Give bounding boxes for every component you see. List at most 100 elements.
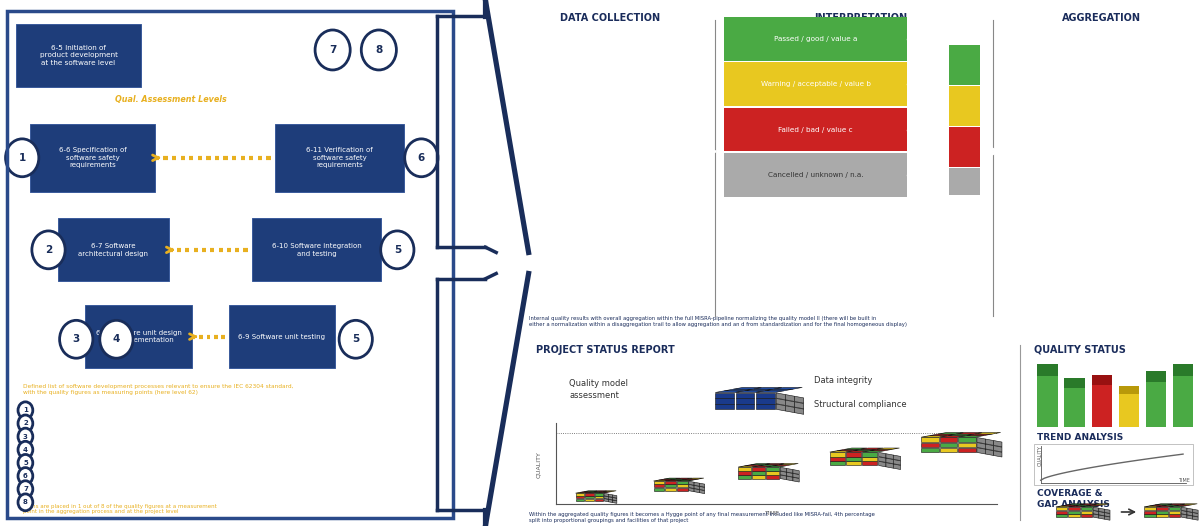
Polygon shape bbox=[985, 439, 994, 446]
FancyBboxPatch shape bbox=[922, 438, 938, 442]
FancyBboxPatch shape bbox=[1081, 507, 1092, 510]
FancyBboxPatch shape bbox=[752, 467, 766, 471]
Polygon shape bbox=[1099, 515, 1104, 519]
FancyBboxPatch shape bbox=[767, 467, 779, 471]
FancyBboxPatch shape bbox=[1092, 375, 1112, 385]
FancyBboxPatch shape bbox=[229, 305, 335, 368]
Polygon shape bbox=[776, 404, 786, 411]
FancyBboxPatch shape bbox=[1144, 507, 1156, 510]
Text: 6-9 Software unit testing: 6-9 Software unit testing bbox=[239, 333, 325, 340]
Text: Warning / acceptable / value b: Warning / acceptable / value b bbox=[761, 81, 870, 87]
Text: Defined list of software development processes relevant to ensure the IEC 62304 : Defined list of software development pro… bbox=[23, 384, 294, 395]
Polygon shape bbox=[994, 446, 1002, 452]
FancyBboxPatch shape bbox=[736, 399, 755, 403]
FancyBboxPatch shape bbox=[1118, 386, 1139, 427]
FancyBboxPatch shape bbox=[586, 493, 594, 495]
Text: 5: 5 bbox=[352, 334, 359, 345]
FancyBboxPatch shape bbox=[654, 481, 665, 484]
FancyBboxPatch shape bbox=[1144, 514, 1156, 517]
Polygon shape bbox=[752, 466, 772, 467]
Polygon shape bbox=[830, 451, 852, 452]
Polygon shape bbox=[738, 466, 757, 467]
FancyBboxPatch shape bbox=[940, 438, 958, 442]
Circle shape bbox=[18, 468, 32, 484]
FancyBboxPatch shape bbox=[724, 62, 907, 106]
Polygon shape bbox=[1099, 512, 1104, 516]
Polygon shape bbox=[773, 464, 792, 466]
Polygon shape bbox=[886, 454, 893, 459]
Text: 6-10 Software integration
and testing: 6-10 Software integration and testing bbox=[271, 243, 361, 257]
FancyBboxPatch shape bbox=[576, 493, 584, 495]
Polygon shape bbox=[1181, 514, 1187, 518]
FancyBboxPatch shape bbox=[715, 399, 734, 403]
Text: Failed / bad / value c: Failed / bad / value c bbox=[779, 127, 853, 133]
Polygon shape bbox=[751, 463, 770, 464]
Polygon shape bbox=[767, 466, 786, 467]
FancyBboxPatch shape bbox=[1068, 507, 1080, 510]
Circle shape bbox=[316, 30, 350, 70]
FancyBboxPatch shape bbox=[576, 496, 584, 498]
Polygon shape bbox=[677, 480, 694, 481]
FancyBboxPatch shape bbox=[1146, 371, 1166, 382]
FancyBboxPatch shape bbox=[1169, 511, 1181, 514]
Polygon shape bbox=[1181, 507, 1187, 511]
Polygon shape bbox=[664, 478, 680, 479]
Polygon shape bbox=[608, 497, 612, 500]
Polygon shape bbox=[1099, 508, 1104, 512]
Circle shape bbox=[18, 441, 32, 458]
Polygon shape bbox=[659, 479, 676, 480]
Circle shape bbox=[100, 320, 133, 358]
Polygon shape bbox=[976, 432, 1001, 434]
Polygon shape bbox=[877, 448, 900, 449]
Polygon shape bbox=[683, 479, 698, 480]
Text: QUALITY: QUALITY bbox=[536, 451, 541, 478]
FancyBboxPatch shape bbox=[846, 461, 862, 466]
FancyBboxPatch shape bbox=[1037, 363, 1057, 376]
FancyBboxPatch shape bbox=[752, 475, 766, 479]
Polygon shape bbox=[1104, 512, 1110, 517]
Text: Normalization by quality model: Normalization by quality model bbox=[790, 34, 932, 43]
Polygon shape bbox=[967, 434, 992, 436]
Polygon shape bbox=[956, 432, 982, 434]
FancyBboxPatch shape bbox=[959, 438, 976, 442]
Text: PROJECT STATUS REPORT: PROJECT STATUS REPORT bbox=[535, 345, 674, 355]
FancyBboxPatch shape bbox=[830, 452, 845, 457]
FancyBboxPatch shape bbox=[756, 399, 775, 403]
FancyBboxPatch shape bbox=[830, 461, 845, 466]
FancyBboxPatch shape bbox=[1157, 514, 1168, 517]
Polygon shape bbox=[853, 449, 876, 451]
Circle shape bbox=[404, 139, 438, 177]
FancyBboxPatch shape bbox=[1068, 514, 1080, 517]
Text: Qual. Assessment Levels: Qual. Assessment Levels bbox=[115, 95, 227, 105]
Text: DATA COLLECTION: DATA COLLECTION bbox=[560, 14, 660, 24]
Text: 8: 8 bbox=[376, 45, 383, 55]
Polygon shape bbox=[863, 451, 884, 452]
FancyBboxPatch shape bbox=[275, 124, 404, 192]
Polygon shape bbox=[787, 476, 793, 481]
Text: Internal quality results with overall aggregation within the full MISRA-pipeline: Internal quality results with overall ag… bbox=[529, 316, 907, 327]
Polygon shape bbox=[780, 467, 787, 472]
FancyBboxPatch shape bbox=[665, 484, 677, 488]
FancyBboxPatch shape bbox=[586, 496, 594, 498]
Polygon shape bbox=[893, 460, 900, 465]
FancyBboxPatch shape bbox=[715, 393, 734, 398]
FancyBboxPatch shape bbox=[767, 471, 779, 474]
Polygon shape bbox=[1193, 512, 1198, 517]
Polygon shape bbox=[838, 449, 859, 451]
Text: INTERPRETATION: INTERPRETATION bbox=[815, 14, 907, 24]
FancyBboxPatch shape bbox=[1056, 507, 1068, 510]
Polygon shape bbox=[1169, 506, 1186, 507]
Polygon shape bbox=[1156, 504, 1172, 505]
FancyBboxPatch shape bbox=[1172, 363, 1193, 376]
FancyBboxPatch shape bbox=[830, 457, 845, 461]
Polygon shape bbox=[1080, 504, 1097, 505]
Text: 3: 3 bbox=[23, 433, 28, 440]
Text: 6-8 Software unit design
and implementation: 6-8 Software unit design and implementat… bbox=[96, 330, 181, 343]
Polygon shape bbox=[1068, 506, 1086, 507]
Polygon shape bbox=[793, 477, 799, 482]
FancyBboxPatch shape bbox=[922, 448, 938, 452]
Circle shape bbox=[361, 30, 396, 70]
FancyBboxPatch shape bbox=[752, 471, 766, 474]
Polygon shape bbox=[893, 455, 900, 461]
FancyBboxPatch shape bbox=[1064, 379, 1085, 427]
